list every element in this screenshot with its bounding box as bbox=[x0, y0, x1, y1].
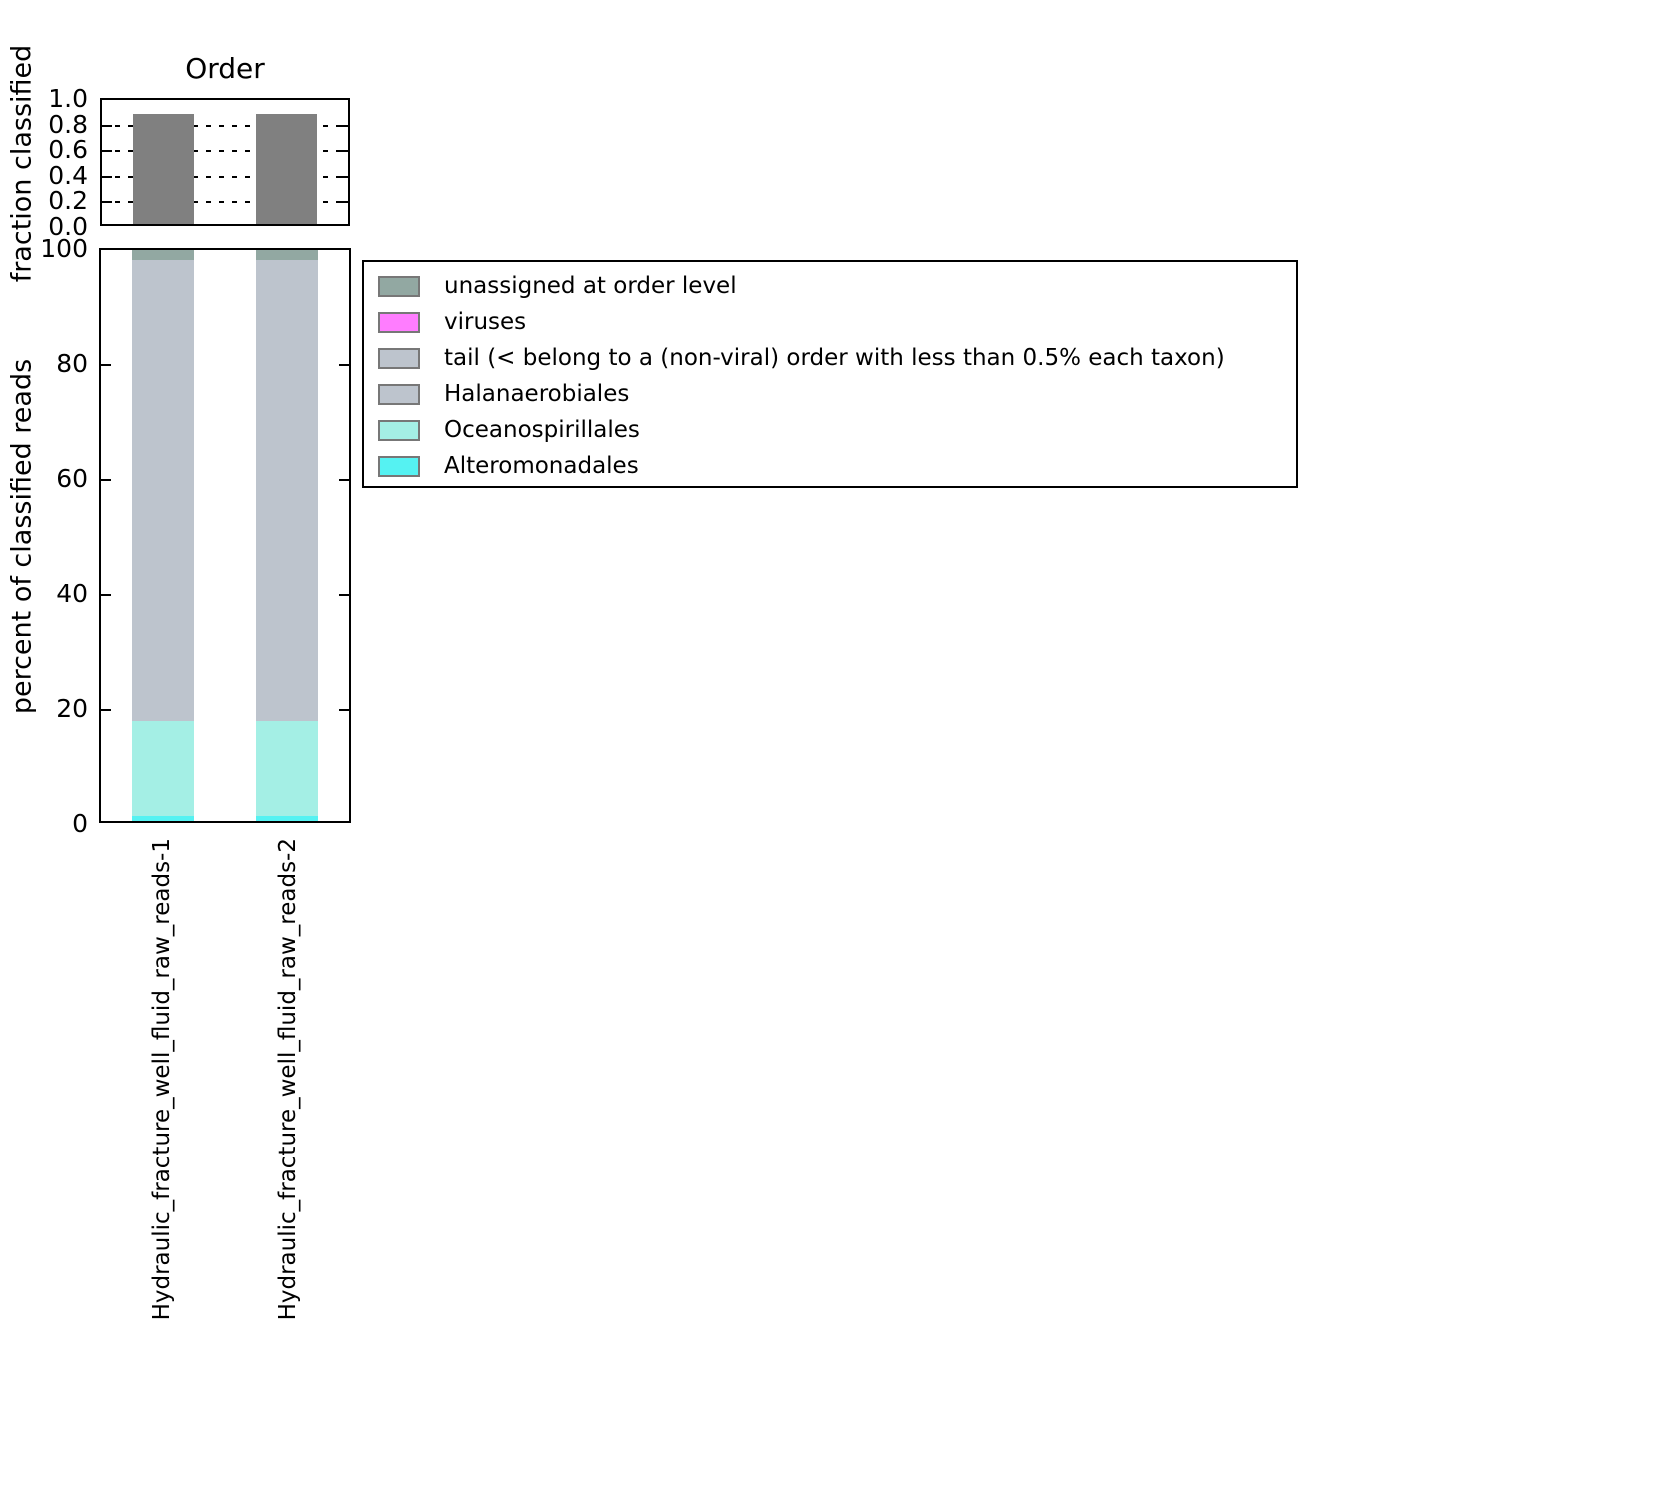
y-tick bbox=[102, 150, 112, 153]
y-tick bbox=[339, 709, 349, 711]
bar-segment-alteromonadales bbox=[132, 816, 194, 821]
chart-title: Order bbox=[185, 52, 265, 85]
fraction-bar bbox=[255, 113, 318, 224]
legend: unassigned at order level viruses tail (< … bbox=[362, 260, 1298, 488]
legend-item: Halanaerobiales bbox=[364, 376, 1296, 412]
percent-axis-tick-labels: 0 20 40 60 80 100 bbox=[0, 0, 92, 1506]
gridline bbox=[102, 124, 348, 127]
percent-tick-label: 40 bbox=[56, 579, 88, 608]
y-tick bbox=[338, 201, 348, 204]
legend-swatch bbox=[378, 311, 420, 333]
y-tick bbox=[101, 594, 111, 596]
fraction-tick-label: 0.8 bbox=[48, 109, 88, 139]
fraction-tick-label: 0.4 bbox=[48, 160, 88, 190]
y-tick bbox=[338, 150, 348, 153]
percent-tick-label: 60 bbox=[56, 464, 88, 493]
fraction-tick-label: 0.2 bbox=[48, 186, 88, 216]
y-tick bbox=[339, 594, 349, 596]
legend-item-label: tail (< belong to a (non-viral) order wi… bbox=[444, 345, 1225, 371]
y-tick bbox=[339, 364, 349, 366]
y-tick bbox=[102, 201, 112, 204]
percent-classified-plot bbox=[99, 248, 351, 823]
y-tick bbox=[339, 479, 349, 481]
legend-item-label: Alteromonadales bbox=[444, 453, 639, 479]
y-tick bbox=[338, 124, 348, 127]
bar-segment-halanaerobiales bbox=[256, 490, 318, 722]
bar-segment-oceanospirillales bbox=[132, 721, 194, 817]
percent-tick-label: 80 bbox=[56, 349, 88, 378]
fraction-classified-plot bbox=[100, 98, 350, 226]
bar-segment-oceanospirillales bbox=[256, 721, 318, 817]
percent-tick-label: 20 bbox=[56, 694, 88, 723]
bar-segment-alteromonadales bbox=[256, 816, 318, 821]
bar-segment-tail bbox=[132, 260, 194, 491]
legend-swatch bbox=[378, 419, 420, 441]
fraction-tick-label: 0.0 bbox=[48, 212, 88, 241]
y-tick bbox=[101, 364, 111, 366]
gridline bbox=[102, 150, 348, 153]
percent-tick-label: 0 bbox=[72, 809, 88, 838]
legend-swatch bbox=[378, 383, 420, 405]
fraction-bar bbox=[132, 113, 195, 224]
x-category-label: Hydraulic_fracture_well_fluid_raw_reads-… bbox=[275, 838, 301, 1321]
fraction-axis-tick-labels: 0.0 0.2 0.4 0.6 0.8 1.0 bbox=[0, 0, 92, 1506]
legend-swatch bbox=[378, 455, 420, 477]
gridline bbox=[102, 175, 348, 178]
y-tick bbox=[338, 175, 348, 178]
bar-segment-tail bbox=[256, 260, 318, 491]
legend-item: tail (< belong to a (non-viral) order wi… bbox=[364, 340, 1296, 376]
bar-segment-halanaerobiales bbox=[132, 490, 194, 722]
gridline bbox=[102, 201, 348, 204]
y-tick bbox=[101, 709, 111, 711]
y-tick bbox=[102, 124, 112, 127]
legend-swatch bbox=[378, 275, 420, 297]
y-tick bbox=[101, 479, 111, 481]
legend-item-label: Oceanospirillales bbox=[444, 417, 640, 443]
legend-item-label: Halanaerobiales bbox=[444, 381, 630, 407]
x-category-label: Hydraulic_fracture_well_fluid_raw_reads-… bbox=[149, 838, 175, 1321]
y-tick bbox=[102, 175, 112, 178]
fraction-tick-label: 0.6 bbox=[48, 135, 88, 165]
percent-tick-label: 100 bbox=[40, 234, 88, 263]
legend-item: Alteromonadales bbox=[364, 448, 1296, 484]
fraction-tick-label: 1.0 bbox=[48, 84, 88, 113]
bar-segment-unassigned bbox=[256, 250, 318, 261]
legend-item-label: unassigned at order level bbox=[444, 273, 737, 299]
bar-segment-unassigned bbox=[132, 250, 194, 261]
legend-swatch bbox=[378, 347, 420, 369]
legend-item-label: viruses bbox=[444, 309, 527, 335]
legend-item: unassigned at order level bbox=[364, 268, 1296, 304]
legend-item: viruses bbox=[364, 304, 1296, 340]
legend-item: Oceanospirillales bbox=[364, 412, 1296, 448]
